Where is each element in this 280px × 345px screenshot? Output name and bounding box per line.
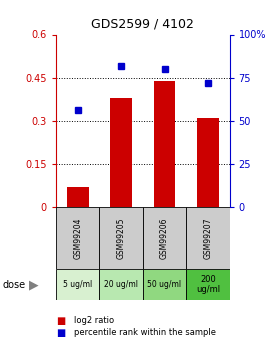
Text: GSM99204: GSM99204: [73, 217, 82, 259]
Bar: [99, 207, 143, 269]
Text: dose: dose: [3, 280, 26, 289]
Bar: [186, 207, 230, 269]
Bar: [186, 269, 230, 300]
Title: GDS2599 / 4102: GDS2599 / 4102: [91, 18, 194, 31]
Bar: [56, 269, 99, 300]
Text: ■: ■: [56, 328, 65, 338]
Bar: [56, 207, 99, 269]
Text: GSM99207: GSM99207: [203, 217, 213, 259]
Bar: [143, 269, 186, 300]
Text: 20 ug/ml: 20 ug/ml: [104, 280, 138, 289]
Bar: [154, 80, 175, 207]
Text: 5 ug/ml: 5 ug/ml: [63, 280, 92, 289]
Text: GSM99206: GSM99206: [160, 217, 169, 259]
Text: percentile rank within the sample: percentile rank within the sample: [74, 328, 216, 337]
Bar: [99, 269, 143, 300]
Bar: [197, 118, 219, 207]
Text: log2 ratio: log2 ratio: [74, 316, 114, 325]
Text: ▶: ▶: [29, 278, 39, 291]
Bar: [67, 187, 88, 207]
Bar: [110, 98, 132, 207]
Text: ■: ■: [56, 316, 65, 326]
Text: GSM99205: GSM99205: [116, 217, 126, 259]
Text: 200
ug/ml: 200 ug/ml: [196, 275, 220, 294]
Text: 50 ug/ml: 50 ug/ml: [148, 280, 181, 289]
Bar: [143, 207, 186, 269]
